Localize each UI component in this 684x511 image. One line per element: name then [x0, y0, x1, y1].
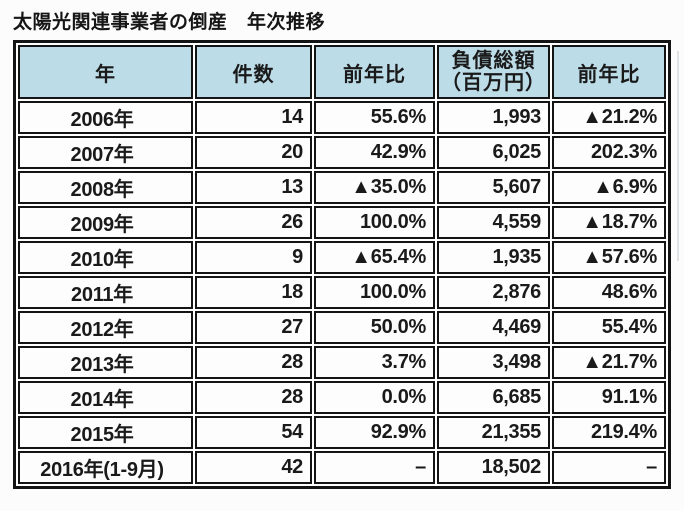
col-header-liabilities-line1: 負債総額 — [451, 49, 536, 72]
year-cell: 2009年 — [18, 206, 193, 239]
table-row: 2007年 20 42.9% 6,025 202.3% — [18, 136, 666, 169]
bankruptcy-table: 年 件数 前年比 負債総額 （百万円） 前年比 2006年 14 55.6% 1,99… — [13, 40, 671, 489]
liabilities-cell: 1,993 — [437, 101, 550, 134]
yoy-liabilities-cell: 219.4% — [552, 416, 666, 449]
liabilities-cell: 1,935 — [437, 241, 550, 274]
yoy-cases-cell: ▲35.0% — [314, 171, 435, 204]
table-row: 2008年 13 ▲35.0% 5,607 ▲6.9% — [18, 171, 666, 204]
liabilities-cell: 18,502 — [437, 451, 550, 484]
table-row: 2014年 28 0.0% 6,685 91.1% — [18, 381, 666, 414]
liabilities-cell: 6,685 — [437, 381, 550, 414]
yoy-liabilities-cell: 55.4% — [552, 311, 666, 344]
table-row: 2010年 9 ▲65.4% 1,935 ▲57.6% — [18, 241, 666, 274]
year-cell: 2007年 — [18, 136, 193, 169]
cases-cell: 9 — [195, 241, 312, 274]
table-row: 2011年 18 100.0% 2,876 48.6% — [18, 276, 666, 309]
col-header-liabilities: 負債総額 （百万円） — [437, 45, 550, 99]
yoy-cases-cell: 0.0% — [314, 381, 435, 414]
yoy-liabilities-cell: ▲18.7% — [552, 206, 666, 239]
cases-cell: 18 — [195, 276, 312, 309]
cases-cell: 54 — [195, 416, 312, 449]
yoy-liabilities-cell: 91.1% — [552, 381, 666, 414]
liabilities-cell: 2,876 — [437, 276, 550, 309]
yoy-liabilities-cell: ▲21.7% — [552, 346, 666, 379]
year-cell: 2006年 — [18, 101, 193, 134]
cases-cell: 28 — [195, 346, 312, 379]
cases-cell: 42 — [195, 451, 312, 484]
yoy-liabilities-cell: 202.3% — [552, 136, 666, 169]
table-body: 2006年 14 55.6% 1,993 ▲21.2% 2007年 20 42.9% 6,025… — [18, 101, 666, 484]
cases-cell: 26 — [195, 206, 312, 239]
yoy-cases-cell: 100.0% — [314, 206, 435, 239]
liabilities-cell: 21,355 — [437, 416, 550, 449]
year-cell: 2008年 — [18, 171, 193, 204]
year-cell: 2016年(1-9月) — [18, 451, 193, 484]
col-header-year: 年 — [18, 45, 193, 99]
liabilities-cell: 4,559 — [437, 206, 550, 239]
col-header-liabilities-line2: （百万円） — [441, 72, 546, 94]
liabilities-cell: 6,025 — [437, 136, 550, 169]
liabilities-cell: 5,607 — [437, 171, 550, 204]
yoy-cases-cell: 50.0% — [314, 311, 435, 344]
col-header-yoy-liabilities: 前年比 — [552, 45, 666, 99]
yoy-cases-cell: 55.6% — [314, 101, 435, 134]
yoy-cases-cell: 3.7% — [314, 346, 435, 379]
table-row: 2006年 14 55.6% 1,993 ▲21.2% — [18, 101, 666, 134]
table-row: 2016年(1-9月) 42–18,502– — [18, 451, 666, 484]
yoy-cases-cell: – — [314, 451, 435, 484]
col-header-cases: 件数 — [195, 45, 312, 99]
page-title: 太陽光関連事業者の倒産 年次推移 — [13, 12, 326, 33]
year-cell: 2013年 — [18, 346, 193, 379]
cases-cell: 14 — [195, 101, 312, 134]
liabilities-cell: 3,498 — [437, 346, 550, 379]
year-cell: 2014年 — [18, 381, 193, 414]
table-row: 2012年 27 50.0% 4,469 55.4% — [18, 311, 666, 344]
yoy-liabilities-cell: – — [552, 451, 666, 484]
yoy-cases-cell: ▲65.4% — [314, 241, 435, 274]
year-cell: 2012年 — [18, 311, 193, 344]
yoy-liabilities-cell: 48.6% — [552, 276, 666, 309]
screenshot-edge-artifact — [677, 51, 679, 261]
table-row: 2013年 28 3.7% 3,498 ▲21.7% — [18, 346, 666, 379]
col-header-yoy-cases: 前年比 — [314, 45, 435, 99]
header-row: 年 件数 前年比 負債総額 （百万円） 前年比 — [18, 45, 666, 99]
yoy-cases-cell: 92.9% — [314, 416, 435, 449]
cases-cell: 20 — [195, 136, 312, 169]
liabilities-cell: 4,469 — [437, 311, 550, 344]
cases-cell: 28 — [195, 381, 312, 414]
table-row: 2009年 26 100.0% 4,559 ▲18.7% — [18, 206, 666, 239]
year-cell: 2011年 — [18, 276, 193, 309]
yoy-cases-cell: 42.9% — [314, 136, 435, 169]
cases-cell: 27 — [195, 311, 312, 344]
yoy-cases-cell: 100.0% — [314, 276, 435, 309]
table-row: 2015年 54 92.9% 21,355 219.4% — [18, 416, 666, 449]
table-header: 年 件数 前年比 負債総額 （百万円） 前年比 — [18, 45, 666, 99]
cases-cell: 13 — [195, 171, 312, 204]
yoy-liabilities-cell: ▲6.9% — [552, 171, 666, 204]
year-cell: 2015年 — [18, 416, 193, 449]
year-cell: 2010年 — [18, 241, 193, 274]
yoy-liabilities-cell: ▲21.2% — [552, 101, 666, 134]
yoy-liabilities-cell: ▲57.6% — [552, 241, 666, 274]
